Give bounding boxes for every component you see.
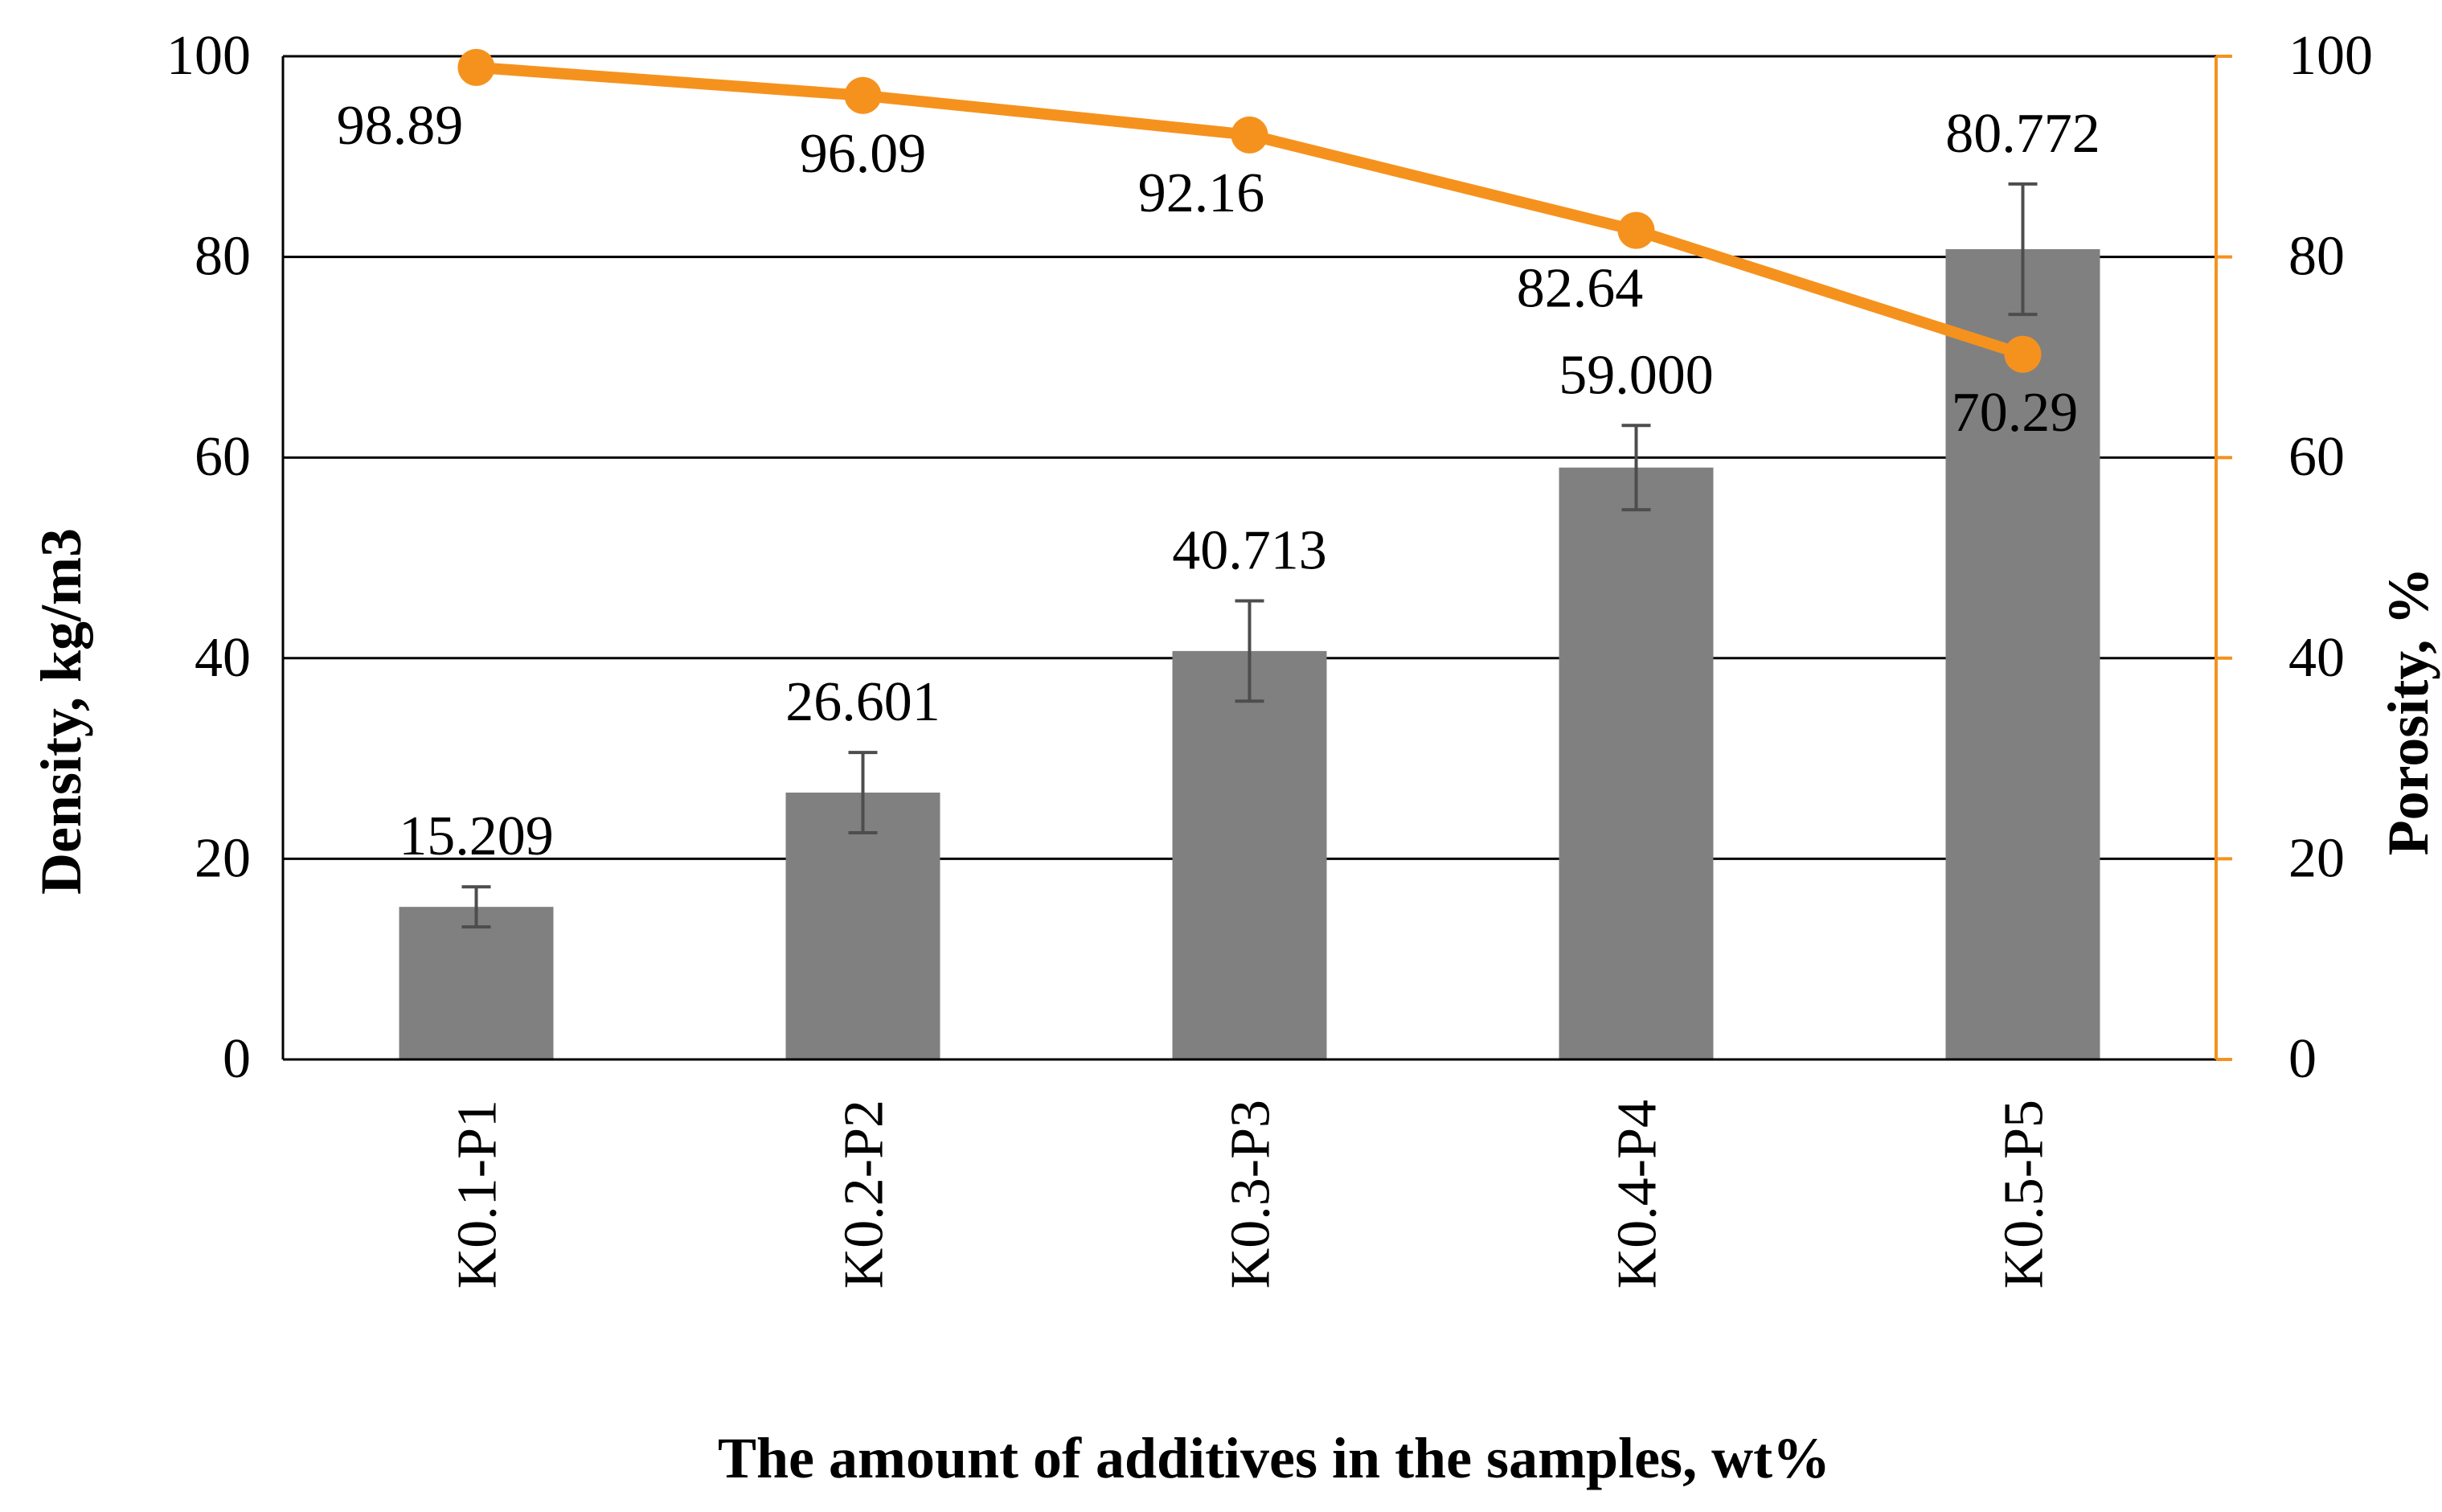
y-tick-label: 20 [195,827,251,889]
axes [281,55,2232,1061]
bar [785,793,940,1059]
y2-tick-label: 40 [2288,627,2345,689]
porosity-value-label: 82.64 [1517,258,1644,320]
y2-tick-label: 20 [2288,827,2345,889]
y2-tick-label: 100 [2288,25,2373,87]
porosity-value-label: 96.09 [800,123,927,185]
y-tick-label: 80 [195,226,251,288]
bar [1559,467,1714,1059]
data-labels: 15.209 26.601 40.713 59.000 80.772 98.89 96.09… [337,95,2100,867]
porosity-value-label: 98.89 [337,95,464,157]
bar-value-label: 40.713 [1172,520,1327,582]
bar-value-label: 26.601 [785,671,940,733]
y-tick-label: 40 [195,627,251,689]
gridlines [283,55,2216,860]
x-tick-label: K0.4-P4 [1607,1100,1669,1289]
y-tick-label: 0 [223,1028,251,1090]
y2-tick-label: 60 [2288,426,2345,488]
bar-value-label: 59.000 [1559,344,1714,406]
y2-tick-label: 0 [2288,1028,2317,1090]
porosity-marker [844,76,882,114]
y2-tick-label: 80 [2288,226,2345,288]
x-tick-label: K0.1-P1 [447,1100,509,1289]
y2-axis-title: Porosity, % [2376,568,2440,856]
porosity-value-label: 70.29 [1952,382,2079,444]
bar-value-label: 80.772 [1945,103,2100,165]
y-axis-title: Density, kg/m3 [29,528,93,895]
tick-labels: 0 20 40 60 80 100 0 20 40 60 80 100 K0.1-P1 K0.2-P2 K0… [166,25,2373,1289]
bar [1172,650,1327,1059]
bar-value-label: 15.209 [399,805,554,867]
error-bars [461,182,2038,929]
porosity-marker [457,48,495,86]
x-tick-label: K0.2-P2 [834,1100,895,1289]
porosity-value-label: 92.16 [1138,162,1265,224]
porosity-marker [1617,211,1655,249]
y-tick-label: 60 [195,426,251,488]
x-tick-label: K0.5-P5 [1993,1100,2055,1289]
porosity-line [457,48,2042,373]
y-tick-label: 100 [166,25,251,87]
porosity-marker [1231,116,1268,154]
bar [399,907,554,1059]
x-tick-label: K0.3-P3 [1220,1100,1282,1289]
porosity-marker [2004,335,2042,373]
bar [1945,248,2100,1059]
density-bars [399,248,2100,1059]
x-axis-title: The amount of additives in the samples, … [718,1426,1830,1490]
